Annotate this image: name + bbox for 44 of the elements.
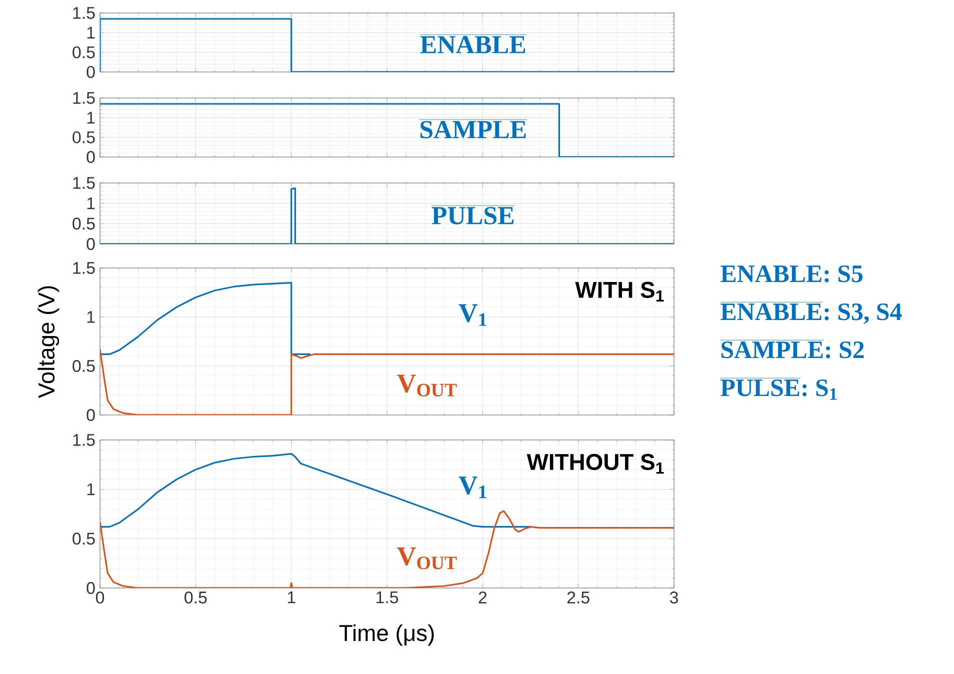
line-series	[100, 510, 674, 588]
x-tick-label: 0.5	[184, 592, 207, 604]
y-tick-label: 1	[87, 311, 95, 323]
y-tick-label: 1.5	[73, 434, 95, 446]
text: SAMPLE: S2	[722, 342, 864, 358]
y-tick-label: 0.5	[72, 131, 95, 144]
y-tick-label: 1	[87, 26, 95, 38]
y-tick-label: 1	[87, 197, 95, 210]
text: ENABLE: S3, S4	[720, 304, 902, 324]
text: ENABLE: S5	[720, 266, 863, 282]
x-tick-label: 1.5	[376, 592, 398, 604]
y-tick-label: 0.5	[72, 46, 95, 58]
x-tick-label: 1	[288, 592, 296, 604]
annotation: SAMPLE	[420, 120, 526, 138]
text: PULSE: S$_{1}$	[720, 380, 837, 400]
series-label: V$_{OUT}$	[397, 548, 457, 570]
y-tick-label: 0.5	[72, 532, 95, 545]
annotation: WITHOUT S$_{1}$	[526, 454, 664, 474]
x-tick-label: 0	[96, 592, 104, 604]
y-tick-label: 1.5	[73, 177, 95, 189]
annotation: ENABLE	[420, 36, 526, 54]
line-series	[100, 348, 674, 415]
y-tick-label: 0	[86, 582, 95, 594]
series-label: V$_{OUT}$	[397, 374, 457, 396]
y-tick-label: 0	[86, 150, 95, 163]
y-axis-title: Voltage (V)	[38, 286, 60, 398]
y-tick-label: 1.5	[73, 92, 95, 104]
text: V$_{1}$	[458, 304, 486, 326]
x-tick-label: 3	[670, 592, 678, 604]
x-axis-title: Time (μs)	[339, 624, 434, 646]
y-tick-label: 0	[86, 66, 95, 78]
x-tick-label: 2.5	[567, 592, 590, 604]
y-tick-label: 0.5	[72, 360, 95, 372]
y-tick-label: 0.5	[72, 218, 95, 230]
y-tick-label: 0	[86, 238, 95, 250]
y-tick-label: 1	[87, 112, 95, 124]
annotation: PULSE	[432, 206, 514, 224]
y-tick-label: 1	[87, 483, 95, 496]
y-tick-label: 1.5	[73, 262, 95, 274]
x-tick-label: 2	[478, 592, 487, 604]
y-tick-label: 0	[86, 408, 95, 421]
y-tick-label: 1.5	[73, 7, 95, 19]
annotation: WITH S$_{1}$	[575, 282, 664, 302]
series-label: V$_{1}$	[458, 476, 486, 498]
